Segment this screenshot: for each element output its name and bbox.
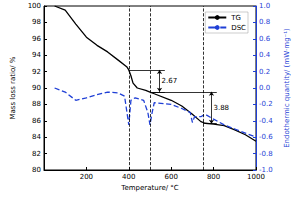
svg-text:0.4: 0.4 (259, 51, 271, 59)
svg-text:TG: TG (230, 14, 241, 22)
svg-text:200: 200 (80, 173, 93, 181)
svg-text:84: 84 (32, 133, 41, 141)
svg-text:100: 100 (28, 2, 41, 10)
svg-text:2.67: 2.67 (162, 77, 178, 85)
svg-text:98: 98 (32, 18, 41, 26)
svg-text:94: 94 (32, 51, 41, 59)
svg-text:0.8: 0.8 (259, 18, 270, 26)
svg-text:80: 80 (32, 166, 41, 174)
svg-text:1000: 1000 (247, 173, 265, 181)
svg-text:82: 82 (32, 150, 41, 158)
svg-text:800: 800 (207, 173, 220, 181)
svg-text:0.6: 0.6 (259, 35, 271, 43)
svg-text:-0.6: -0.6 (259, 133, 273, 141)
svg-text:86: 86 (32, 117, 41, 125)
svg-text:3.88: 3.88 (213, 104, 229, 112)
svg-text:Mass loss ratio/ %: Mass loss ratio/ % (9, 56, 17, 119)
svg-text:96: 96 (32, 35, 41, 43)
svg-text:400: 400 (122, 173, 135, 181)
svg-text:DSC: DSC (231, 24, 246, 32)
svg-text:90: 90 (32, 84, 41, 92)
svg-text:Endothermic quantity/ (mW·mg⁻¹: Endothermic quantity/ (mW·mg⁻¹) (283, 28, 291, 148)
svg-text:-1.0: -1.0 (259, 166, 273, 174)
svg-text:-0.8: -0.8 (259, 150, 273, 158)
svg-text:0.2: 0.2 (259, 68, 270, 76)
svg-text:92: 92 (32, 68, 41, 76)
svg-text:Temperature/ °C: Temperature/ °C (120, 184, 178, 192)
svg-text:600: 600 (165, 173, 178, 181)
svg-text:88: 88 (32, 100, 41, 108)
svg-text:0.0: 0.0 (259, 84, 270, 92)
svg-text:-0.4: -0.4 (259, 117, 273, 125)
svg-text:-0.2: -0.2 (259, 100, 273, 108)
svg-text:1.0: 1.0 (259, 2, 270, 10)
